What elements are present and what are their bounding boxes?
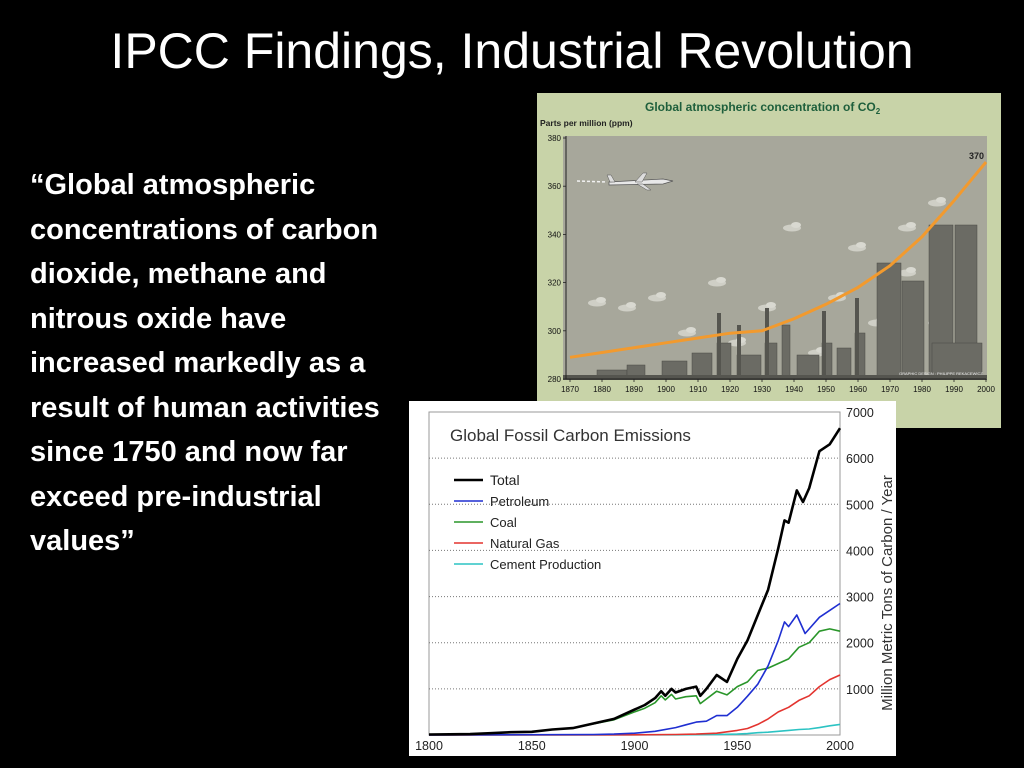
fossil-y-tick-label: 3000 xyxy=(846,591,874,605)
fossil-series-petroleum xyxy=(428,602,841,736)
co2-x-tick-label: 1870 xyxy=(561,385,579,394)
fossil-axes: 1800 1850 1900 1950 2000 1000 2000 3000 4000 5000… xyxy=(415,406,874,753)
fossil-y-axis-label: Million Metric Tons of Carbon / Year xyxy=(879,475,896,711)
fossil-legend: Total Petroleum Coal Natural Gas Cement Prod… xyxy=(454,472,601,572)
co2-axes: 1870 1880 1890 1900 1910 1920 1930 1940 1950 1960… xyxy=(548,134,996,394)
co2-credit: GRAPHIC DESIGN : PHILIPPE REKACEWICZ xyxy=(899,371,983,376)
fossil-chart-title: Global Fossil Carbon Emissions xyxy=(450,426,691,445)
co2-chart-title: Global atmospheric concentration of CO2 xyxy=(645,100,881,116)
slide-title: IPCC Findings, Industrial Revolution xyxy=(110,23,914,79)
co2-x-tick-label: 1910 xyxy=(689,385,707,394)
legend-label: Total xyxy=(490,472,520,488)
fossil-y-tick-label: 4000 xyxy=(846,544,874,558)
fossil-x-tick-label: 1800 xyxy=(415,739,443,753)
industrial-skyline-illustration xyxy=(563,197,987,380)
co2-x-tick-label: 1990 xyxy=(945,385,963,394)
co2-x-tick-label: 1950 xyxy=(817,385,835,394)
fossil-y-tick-label: 6000 xyxy=(846,452,874,466)
co2-y-tick-label: 320 xyxy=(548,279,562,288)
airplane-icon xyxy=(576,172,674,191)
co2-x-tick-label: 1970 xyxy=(881,385,899,394)
fossil-series-natural-gas xyxy=(428,674,841,736)
legend-label: Cement Production xyxy=(490,557,601,572)
fossil-series-lines xyxy=(428,427,842,736)
co2-series-line xyxy=(569,161,988,359)
co2-x-tick-label: 1960 xyxy=(849,385,867,394)
co2-x-tick-label: 1980 xyxy=(913,385,931,394)
ipcc-quote: “Global atmospheric concentrations of ca… xyxy=(30,169,380,557)
fossil-x-tick-label: 1900 xyxy=(621,739,649,753)
fossil-series-total xyxy=(428,427,842,736)
co2-x-tick-label: 1920 xyxy=(721,385,739,394)
co2-x-tick-label: 1890 xyxy=(625,385,643,394)
co2-y-tick-label: 360 xyxy=(548,182,562,191)
co2-y-tick-label: 340 xyxy=(548,230,562,239)
co2-y-tick-label: 280 xyxy=(548,375,562,384)
co2-value-annotation: 370 xyxy=(969,151,984,161)
fossil-x-tick-label: 1850 xyxy=(518,739,546,753)
fossil-y-tick-label: 7000 xyxy=(846,406,874,420)
co2-y-tick-label: 300 xyxy=(548,327,562,336)
co2-x-tick-label: 2000 xyxy=(977,385,995,394)
co2-x-tick-label: 1940 xyxy=(785,385,803,394)
fossil-series-cement-production xyxy=(428,723,841,736)
fossil-plot-frame xyxy=(428,411,841,736)
fossil-gridlines xyxy=(429,457,840,690)
fossil-y-tick-label: 5000 xyxy=(846,498,874,512)
fossil-x-tick-label: 2000 xyxy=(826,739,854,753)
legend-label: Coal xyxy=(490,515,517,530)
co2-x-tick-label: 1900 xyxy=(657,385,675,394)
fossil-x-tick-label: 1950 xyxy=(723,739,751,753)
co2-chart: Global atmospheric concentration of CO2 … xyxy=(537,93,1001,428)
fossil-y-tick-label: 1000 xyxy=(846,683,874,697)
fossil-emissions-chart: Global Fossil Carbon Emissions 1800 1850 1… xyxy=(409,401,896,756)
fossil-y-tick-label: 2000 xyxy=(846,637,874,651)
co2-x-tick-label: 1880 xyxy=(593,385,611,394)
co2-x-tick-label: 1930 xyxy=(753,385,771,394)
co2-y-axis-label: Parts per million (ppm) xyxy=(540,118,633,128)
legend-label: Natural Gas xyxy=(490,536,560,551)
co2-y-tick-label: 380 xyxy=(548,134,562,143)
legend-label: Petroleum xyxy=(490,494,549,509)
